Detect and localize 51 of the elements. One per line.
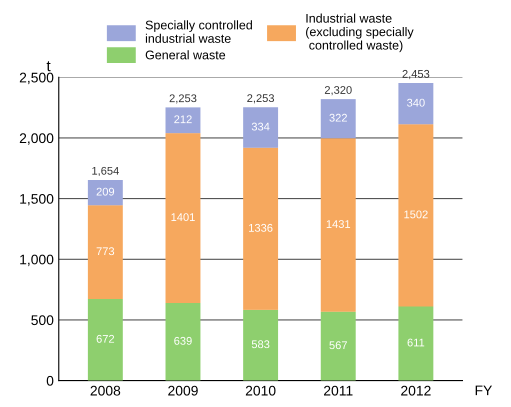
legend-label: Industrial waste (excluding specially controlled waste) xyxy=(306,14,414,52)
bar xyxy=(320,138,356,312)
total-label: 2,253 xyxy=(170,94,196,104)
bar xyxy=(320,312,356,381)
bar xyxy=(243,310,278,381)
y-tick-label: 1,500 xyxy=(20,194,54,206)
data-label: 639 xyxy=(174,336,192,345)
bar xyxy=(88,205,123,300)
bar xyxy=(166,133,200,304)
total-label: 2,453 xyxy=(402,70,430,80)
data-label: 773 xyxy=(96,247,114,256)
bar xyxy=(166,303,200,381)
data-label: 212 xyxy=(174,115,192,124)
data-label: 583 xyxy=(252,340,270,348)
bar xyxy=(320,99,356,138)
total-label: 2,253 xyxy=(247,94,274,104)
data-label: 340 xyxy=(407,98,425,107)
x-tick-label: 2008 xyxy=(90,386,120,396)
x-tick-label: 2011 xyxy=(324,386,353,396)
bar xyxy=(398,124,434,306)
bar xyxy=(243,107,278,148)
total-label: 1,654 xyxy=(92,166,119,176)
data-label: 334 xyxy=(252,122,270,131)
x-tick-label: 2009 xyxy=(168,386,198,396)
y-tick-label: 500 xyxy=(31,315,54,326)
x-tick-label: 2012 xyxy=(401,386,431,396)
y-tick-label: 2,000 xyxy=(20,133,54,145)
data-label: 611 xyxy=(408,338,424,346)
bar xyxy=(88,180,123,206)
legend-label: General waste xyxy=(146,50,226,60)
y-tick-label: 1,000 xyxy=(20,254,54,266)
total-label: 2,320 xyxy=(324,86,352,96)
data-label: 209 xyxy=(96,188,114,196)
legend-label: Specially controlled industrial waste xyxy=(146,20,252,43)
y-tick-label: 0 xyxy=(46,376,54,386)
x-axis-title: FY xyxy=(476,386,492,396)
data-label: 1336 xyxy=(249,224,272,232)
data-label: 567 xyxy=(329,341,347,350)
y-axis-title: t xyxy=(46,61,51,72)
data-label: 1502 xyxy=(404,210,428,218)
data-label: 322 xyxy=(329,114,347,122)
data-label: 1431 xyxy=(326,220,350,228)
bar xyxy=(243,148,278,310)
data-label: 1401 xyxy=(171,213,195,222)
bar xyxy=(398,306,434,381)
x-tick-label: 2010 xyxy=(246,386,276,396)
y-tick-label: 2,500 xyxy=(20,72,54,84)
bar xyxy=(88,299,123,381)
bar xyxy=(166,107,200,134)
bar xyxy=(398,83,434,124)
data-label: 672 xyxy=(96,334,114,343)
